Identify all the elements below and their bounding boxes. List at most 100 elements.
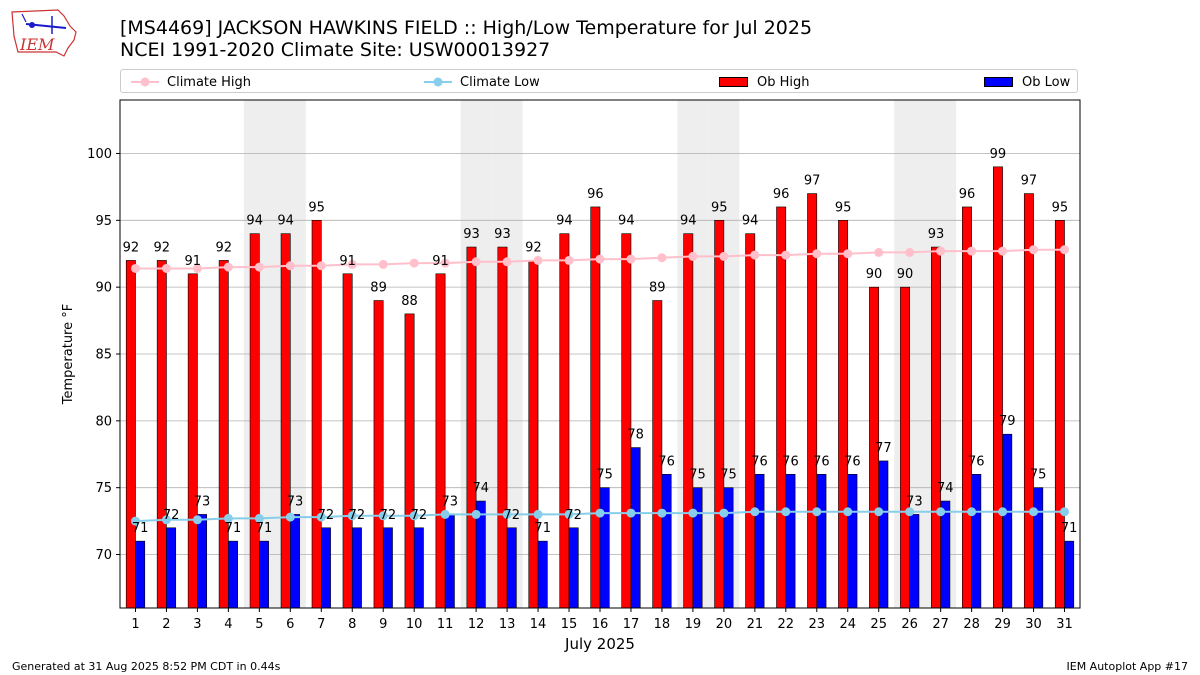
x-tick-label: 4: [224, 617, 232, 632]
ob-high-bar: [497, 246, 508, 609]
ob-low-label: 73: [194, 494, 211, 509]
ob-high-bar: [311, 220, 322, 609]
climate-low-point: [688, 508, 698, 518]
x-tick-label: 10: [406, 617, 423, 632]
climate-high-point: [626, 254, 636, 264]
ob-high-bar: [931, 246, 941, 609]
ob-low-bar: [599, 487, 610, 609]
climate-low-point: [874, 507, 884, 517]
ob-high-label: 93: [928, 227, 945, 242]
climate-high-point: [378, 259, 388, 269]
ob-high-bar: [992, 166, 1003, 609]
ob-low-label: 72: [163, 508, 180, 523]
climate-high-point: [812, 249, 822, 259]
climate-low-point: [378, 511, 388, 521]
climate-low-point: [1060, 507, 1070, 517]
climate-high-point: [192, 263, 202, 273]
climate-low-point: [316, 512, 326, 522]
ob-low-label: 76: [968, 454, 985, 469]
ob-high-label: 92: [123, 240, 140, 255]
ob-high-bar: [187, 273, 198, 609]
x-tick-label: 15: [561, 617, 578, 632]
ob-high-label: 99: [990, 147, 1007, 162]
x-tick-label: 3: [193, 617, 201, 632]
ob-high-bar: [435, 273, 446, 609]
ob-high-label: 94: [556, 214, 573, 229]
ob-low-bar: [785, 474, 796, 609]
ob-high-label: 91: [339, 254, 356, 269]
x-tick-label: 17: [623, 617, 640, 632]
ob-low-bar: [754, 474, 765, 609]
climate-low-point: [409, 511, 419, 521]
ob-high-bar: [249, 233, 260, 609]
climate-high-point: [347, 259, 357, 269]
ob-low-label: 78: [627, 428, 644, 443]
legend: Climate High Climate Low Ob High Ob Low: [120, 69, 1078, 93]
climate-high-point: [936, 246, 946, 256]
climate-high-point: [440, 258, 450, 268]
ob-low-bar: [320, 527, 331, 609]
x-tick-label: 31: [1056, 617, 1073, 632]
chart-title: [MS4469] JACKSON HAWKINS FIELD :: High/L…: [120, 17, 812, 61]
ob-high-label: 96: [773, 187, 790, 202]
climate-low-point: [161, 515, 171, 525]
ob-low-label: 76: [844, 454, 861, 469]
x-tick-label: 25: [870, 617, 887, 632]
x-tick-label: 9: [379, 617, 387, 632]
climate-high-point: [595, 254, 605, 264]
climate-low-point: [843, 507, 853, 517]
climate-low-point: [440, 509, 450, 519]
climate-low-point: [781, 507, 791, 517]
ob-high-label: 94: [742, 214, 759, 229]
ob-high-bar: [838, 220, 849, 609]
ob-low-bar: [259, 540, 269, 609]
climate-high-point: [719, 251, 729, 261]
climate-high-point: [409, 258, 419, 268]
ob-low-bar: [537, 540, 548, 609]
legend-label-climate-low: Climate Low: [460, 74, 540, 90]
ob-low-label: 72: [380, 508, 397, 523]
climate-high-point: [1029, 245, 1039, 255]
ob-high-label: 94: [618, 214, 635, 229]
ob-low-bar: [692, 487, 703, 609]
x-tick-label: 8: [348, 617, 356, 632]
ob-high-bar: [962, 206, 972, 609]
climate-low-point: [750, 507, 760, 517]
legend-item-climate-low: Climate Low: [424, 73, 540, 91]
x-tick-label: 2: [162, 617, 170, 632]
x-tick-label: 21: [747, 617, 764, 632]
ob-high-label: 92: [154, 240, 171, 255]
climate-low-point: [564, 509, 574, 519]
ob-high-label: 90: [897, 267, 914, 282]
legend-item-ob-high: Ob High: [719, 73, 810, 91]
ob-low-bar: [197, 514, 208, 609]
climate-high-point: [130, 263, 140, 273]
ob-high-bar: [900, 286, 910, 609]
climate-low-point: [192, 515, 202, 525]
ob-low-label: 71: [256, 521, 273, 536]
ob-high-swatch: [719, 77, 748, 87]
ob-low-bar: [135, 540, 146, 609]
climate-high-point: [533, 255, 543, 265]
x-tick-label: 27: [932, 617, 949, 632]
climate-low-point: [533, 509, 543, 519]
ob-high-label: 93: [494, 227, 511, 242]
climate-low-point: [967, 507, 977, 517]
ob-low-bar: [413, 527, 424, 609]
climate-low-point: [905, 507, 915, 517]
climate-high-point: [223, 262, 233, 272]
ob-low-label: 75: [596, 468, 613, 483]
logo-text: IEM: [19, 35, 55, 54]
ob-low-bar: [661, 474, 672, 609]
climate-high-point: [1060, 245, 1070, 255]
climate-low-point: [595, 508, 605, 518]
x-tick-label: 1: [131, 617, 139, 632]
ob-high-label: 97: [1021, 174, 1038, 189]
x-tick-label: 18: [654, 617, 671, 632]
ob-high-bar: [528, 260, 539, 609]
ob-low-label: 76: [751, 454, 768, 469]
ob-low-bar: [909, 514, 920, 609]
climate-high-point: [502, 257, 512, 267]
climate-low-point: [223, 513, 233, 523]
